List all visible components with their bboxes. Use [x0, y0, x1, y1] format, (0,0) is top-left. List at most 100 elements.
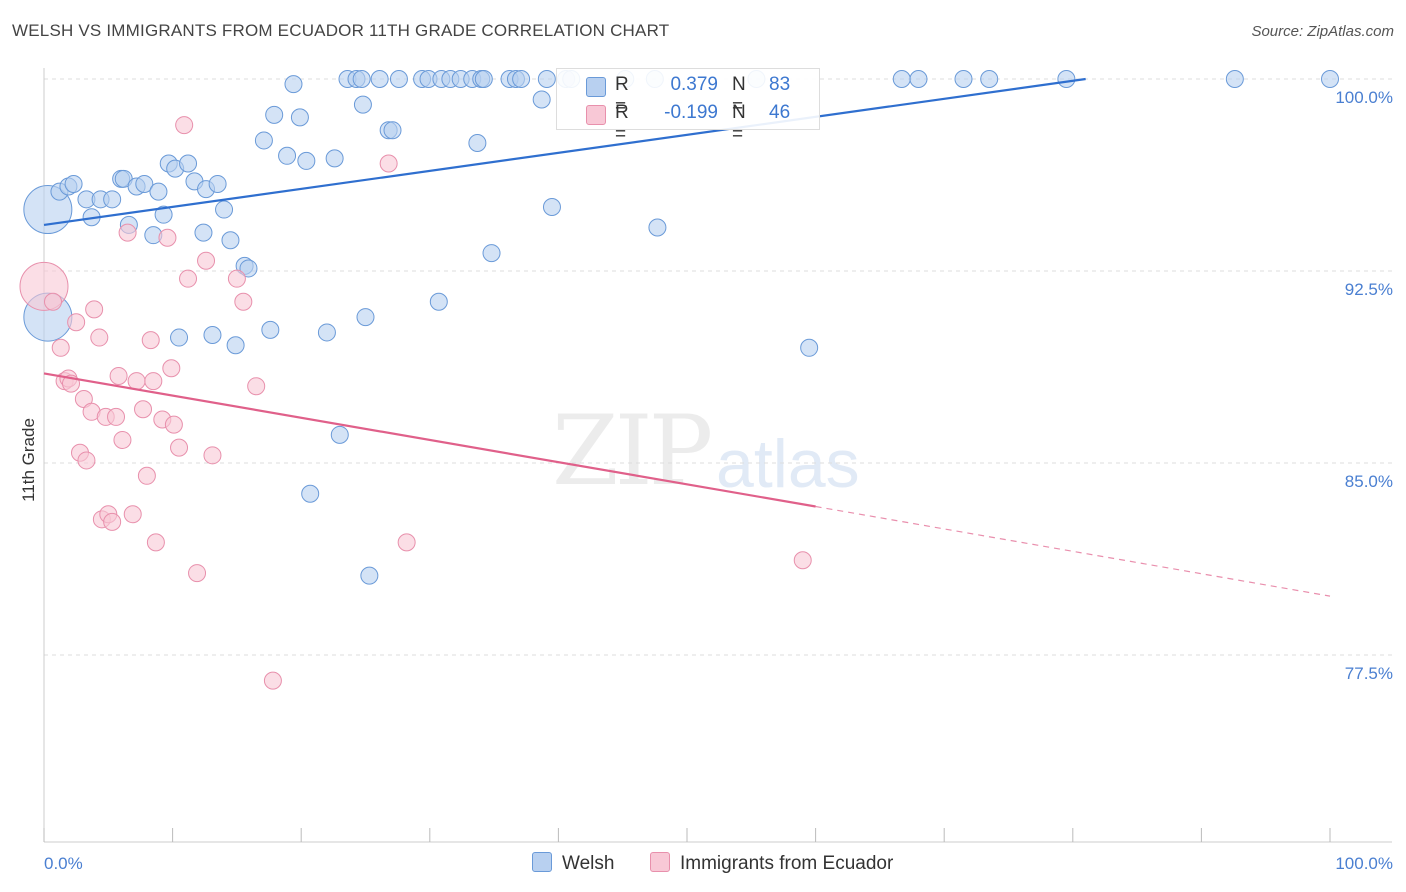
welsh-point: [360, 566, 379, 585]
welsh-point: [356, 308, 375, 327]
ecuador-point: [144, 372, 163, 391]
bottom-legend-welsh: Welsh: [532, 852, 614, 875]
ecuador-point: [197, 251, 216, 270]
ecuador-swatch: [586, 105, 606, 125]
trend-lines: [43, 77, 1331, 597]
welsh-point: [297, 151, 316, 170]
axes: [43, 68, 1392, 843]
ecuador-point: [234, 292, 253, 311]
welsh-point: [261, 320, 280, 339]
welsh-point: [103, 190, 122, 209]
bottom-welsh-label: Welsh: [562, 853, 615, 874]
welsh-point: [239, 259, 258, 278]
ecuador-point: [141, 331, 160, 350]
welsh-point: [170, 328, 189, 347]
welsh-point: [512, 70, 531, 88]
welsh-point: [1057, 70, 1076, 88]
welsh-point: [468, 134, 487, 152]
welsh-point: [1321, 70, 1339, 88]
y-tick-label: 77.5%: [1345, 664, 1393, 683]
ecuador-point: [247, 377, 266, 396]
welsh-n-label: N =: [732, 74, 746, 117]
ecuador-point: [123, 505, 142, 524]
ecuador-point: [146, 533, 165, 552]
welsh-point: [208, 174, 227, 193]
data-points: [19, 70, 1339, 690]
ecuador-n-label: N =: [732, 102, 746, 145]
welsh-point: [389, 70, 408, 88]
welsh-point: [800, 338, 819, 357]
welsh-r-label: R =: [615, 74, 629, 117]
ecuador-point: [118, 223, 137, 242]
ecuador-point: [77, 451, 96, 470]
ecuador-point: [793, 551, 812, 570]
welsh-point: [64, 174, 83, 193]
ecuador-point: [162, 359, 181, 378]
welsh-point: [317, 323, 336, 342]
y-tick-label: 92.5%: [1345, 280, 1393, 299]
stats-legend: R = 0.379 N = 83 R = -0.199 N = 46: [556, 68, 820, 145]
ecuador-point: [203, 446, 222, 465]
ecuador-point: [188, 564, 207, 583]
ecuador-point: [113, 430, 132, 449]
ecuador-point: [67, 313, 86, 332]
ecuador-point: [127, 372, 146, 391]
ecuador-point: [85, 300, 104, 319]
ecuador-point: [263, 671, 282, 690]
ecuador-trend-extension: [815, 505, 1331, 597]
welsh-point: [429, 292, 448, 311]
welsh-point: [542, 198, 561, 216]
y-tick-label: 85.0%: [1345, 472, 1393, 491]
welsh-point: [383, 121, 402, 140]
ecuador-point: [107, 407, 126, 426]
welsh-point: [149, 182, 168, 201]
welsh-point: [226, 336, 245, 355]
ecuador-point: [51, 338, 70, 357]
welsh-point: [179, 154, 198, 173]
welsh-point: [290, 108, 309, 127]
welsh-point: [892, 70, 911, 88]
y-tick-label: 100.0%: [1335, 88, 1393, 107]
ecuador-point: [164, 415, 183, 434]
welsh-point: [954, 70, 973, 88]
welsh-point: [1225, 70, 1244, 88]
welsh-point: [135, 174, 154, 193]
ecuador-point: [179, 269, 198, 288]
welsh-point: [265, 105, 284, 124]
welsh-point: [154, 205, 173, 224]
ecuador-point: [379, 154, 398, 173]
ecuador-point: [44, 292, 63, 311]
source-label: Source: ZipAtlas.com: [1251, 23, 1394, 40]
bottom-ecuador-label: Immigrants from Ecuador: [680, 853, 894, 874]
grid-lines: [44, 78, 1392, 656]
ecuador-point: [137, 466, 156, 485]
watermark-atlas: atlas: [716, 426, 860, 502]
welsh-point: [370, 70, 389, 88]
welsh-swatch: [586, 77, 606, 97]
ecuador-r-value: -0.199: [664, 102, 718, 123]
welsh-point: [482, 244, 501, 263]
welsh-point: [909, 70, 928, 88]
welsh-point: [537, 70, 556, 88]
watermark-zip: ZIP: [552, 395, 713, 507]
welsh-point: [215, 200, 234, 219]
ecuador-r-label: R =: [615, 102, 629, 145]
ecuador-point: [170, 438, 189, 457]
ecuador-point: [134, 400, 153, 419]
welsh-point: [221, 231, 240, 250]
welsh-point: [284, 75, 303, 94]
ecuador-n-value: 46: [769, 102, 791, 123]
ecuador-point: [109, 366, 128, 385]
ecuador-point: [90, 328, 109, 347]
welsh-point: [980, 70, 999, 88]
welsh-point: [474, 70, 493, 88]
ecuador-point: [103, 512, 122, 531]
welsh-trend-line: [43, 77, 1086, 227]
bottom-legend-ecuador: Immigrants from Ecuador: [650, 852, 893, 875]
welsh-r-value: 0.379: [670, 74, 718, 95]
ecuador-point: [397, 533, 416, 552]
welsh-point: [325, 149, 344, 168]
welsh-n-value: 83: [769, 74, 791, 95]
welsh-point: [254, 131, 273, 150]
tick-labels: 100.0% 92.5% 85.0% 77.5% 0.0% 100.0% 11th Grad…: [19, 88, 1393, 873]
